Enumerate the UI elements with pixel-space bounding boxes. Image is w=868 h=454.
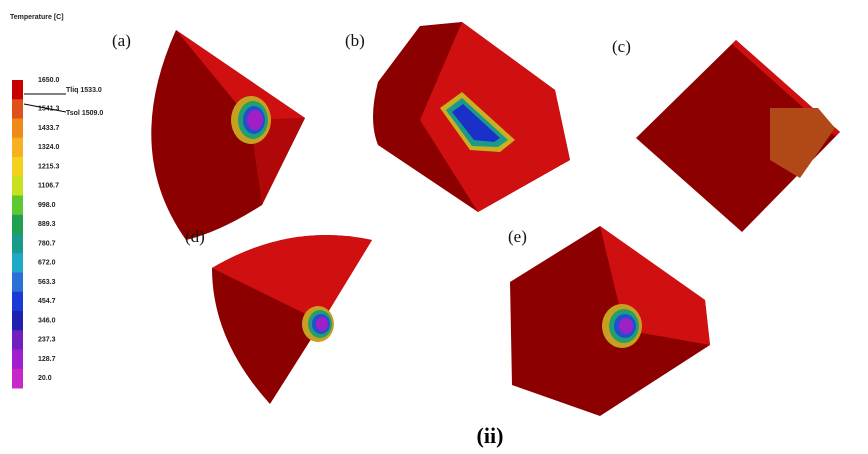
shape-e <box>510 226 710 416</box>
legend-label: 237.3 <box>38 337 56 344</box>
legend-swatch <box>12 350 23 370</box>
legend-swatch <box>12 99 23 119</box>
panel-label: (e) <box>508 227 527 246</box>
legend-swatch <box>12 157 23 177</box>
panel-label: (c) <box>612 37 631 56</box>
legend-swatch <box>12 138 23 158</box>
legend-title: Temperature [C] <box>10 14 64 21</box>
legend-label: 1106.7 <box>38 183 59 190</box>
legend-swatch <box>12 330 23 350</box>
legend-label: 889.3 <box>38 221 56 228</box>
legend-swatch <box>12 292 23 312</box>
legend-label: 1650.0 <box>38 77 60 84</box>
legend-swatch <box>12 176 23 196</box>
shape-c <box>636 40 840 232</box>
legend-label: 780.7 <box>38 240 56 247</box>
legend-label: 1215.3 <box>38 163 60 170</box>
legend-swatch <box>12 273 23 293</box>
legend-label: 1433.7 <box>38 125 60 132</box>
liquidus-label: Tliq 1533.0 <box>66 87 102 94</box>
legend-label: 563.3 <box>38 279 56 286</box>
shape-d <box>212 235 372 404</box>
caption: (ii) <box>477 423 504 448</box>
legend-swatch <box>12 80 23 100</box>
legend-swatch <box>12 369 23 389</box>
legend-swatch <box>12 253 23 273</box>
legend-swatch <box>12 119 23 139</box>
legend-swatch <box>12 311 23 331</box>
legend-swatch <box>12 234 23 254</box>
figure: Temperature [C] 1650.01541.31433.71324.0… <box>0 0 868 454</box>
panel-label: (d) <box>185 227 205 246</box>
legend-label: 998.0 <box>38 202 56 209</box>
legend-label: 454.7 <box>38 298 56 305</box>
legend-label: 128.7 <box>38 356 56 363</box>
legend-label: 346.0 <box>38 317 56 324</box>
panel-label: (b) <box>345 31 365 50</box>
legend: 1650.01541.31433.71324.01215.31106.7998.… <box>12 77 60 389</box>
legend-swatch <box>12 215 23 235</box>
legend-label: 672.0 <box>38 260 56 267</box>
legend-label: 1324.0 <box>38 144 60 151</box>
solidus-label: Tsol 1509.0 <box>66 110 103 117</box>
shape-b <box>373 22 570 212</box>
shape-a <box>151 30 305 240</box>
panel-label: (a) <box>112 31 131 50</box>
legend-swatch <box>12 196 23 216</box>
legend-label: 20.0 <box>38 375 52 382</box>
